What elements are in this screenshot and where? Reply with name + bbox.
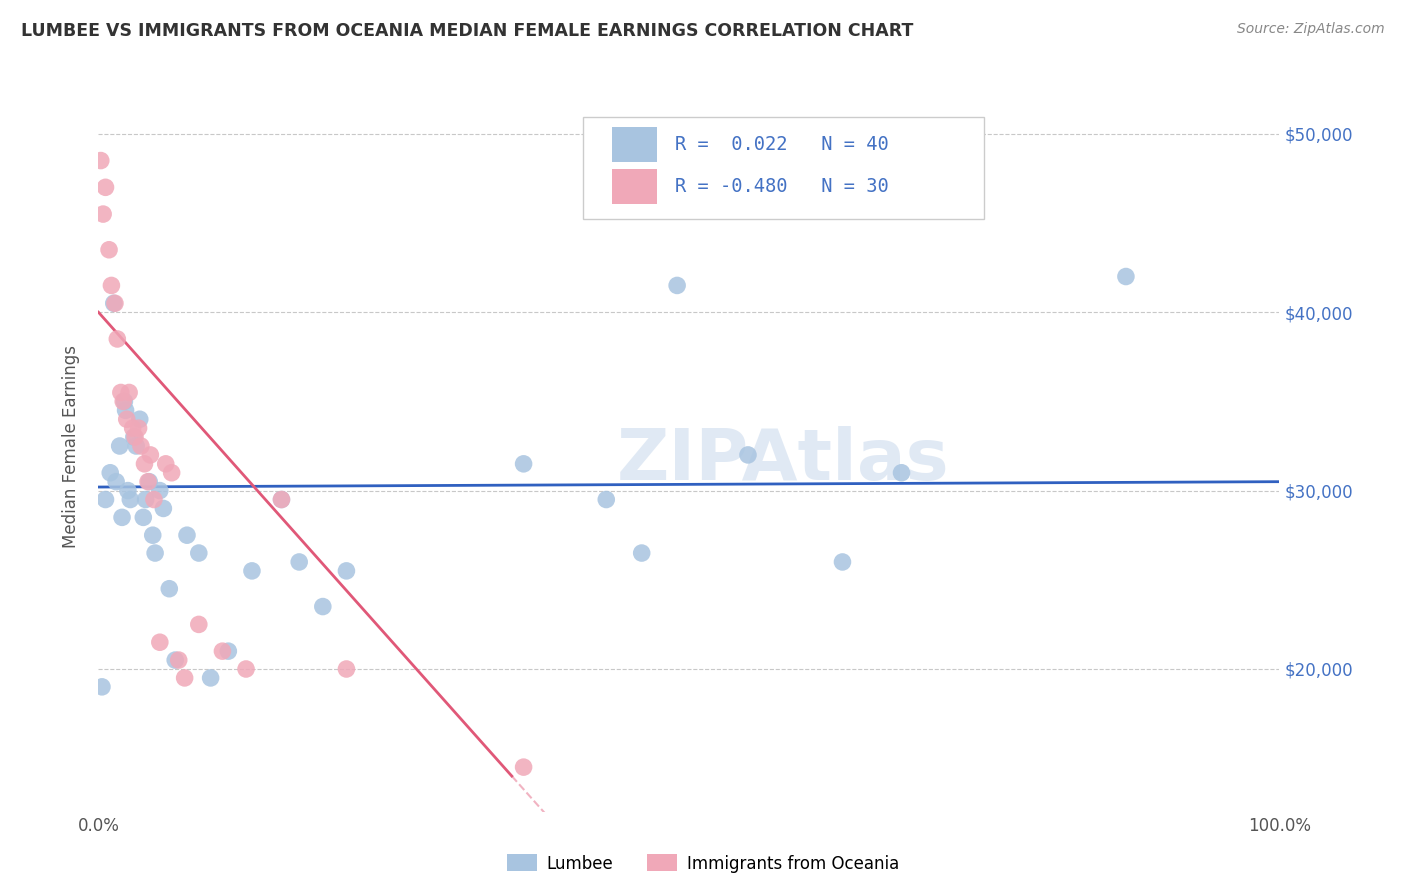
Point (120, 492, 142, 507)
Point (831, 555, 853, 569)
Point (129, 439, 152, 453)
FancyBboxPatch shape (612, 127, 657, 162)
Point (165, 653, 187, 667)
Point (312, 599, 335, 614)
Text: R = -0.480   N = 30: R = -0.480 N = 30 (675, 177, 889, 196)
Point (136, 475, 159, 489)
Point (155, 457, 177, 471)
Point (270, 492, 292, 507)
Point (105, 475, 128, 489)
FancyBboxPatch shape (582, 117, 984, 219)
Legend: Lumbee, Immigrants from Oceania: Lumbee, Immigrants from Oceania (501, 847, 905, 880)
Text: R =  0.022   N = 40: R = 0.022 N = 40 (675, 136, 889, 154)
Point (94, 180, 117, 194)
Text: LUMBEE VS IMMIGRANTS FROM OCEANIA MEDIAN FEMALE EARNINGS CORRELATION CHART: LUMBEE VS IMMIGRANTS FROM OCEANIA MEDIAN… (21, 22, 914, 40)
Point (335, 662, 357, 676)
Point (187, 546, 209, 560)
FancyBboxPatch shape (612, 169, 657, 204)
Point (118, 385, 141, 400)
Point (149, 483, 172, 498)
Point (114, 403, 136, 417)
Point (134, 457, 156, 471)
Point (112, 394, 135, 409)
Point (149, 635, 172, 649)
Point (152, 501, 174, 516)
Point (187, 617, 209, 632)
Point (217, 644, 239, 658)
Point (112, 394, 135, 409)
Point (128, 412, 150, 426)
Text: Source: ZipAtlas.com: Source: ZipAtlas.com (1237, 22, 1385, 37)
Point (121, 421, 143, 435)
Point (235, 662, 257, 676)
Point (173, 671, 195, 685)
Point (117, 483, 139, 498)
Point (132, 510, 155, 524)
Text: ZIPAtlas: ZIPAtlas (617, 426, 949, 495)
Point (110, 385, 132, 400)
Point (737, 448, 759, 462)
Point (211, 644, 233, 658)
Point (666, 278, 689, 293)
Point (111, 510, 134, 524)
Point (512, 760, 534, 774)
Point (135, 492, 157, 507)
Point (104, 296, 127, 310)
Point (1115, 269, 1137, 284)
Point (157, 582, 180, 596)
Point (91, 207, 114, 221)
Point (100, 278, 122, 293)
Point (512, 457, 534, 471)
Point (167, 653, 190, 667)
Point (160, 466, 183, 480)
Point (90, 153, 112, 168)
Point (335, 564, 357, 578)
Point (105, 332, 128, 346)
Point (124, 430, 146, 444)
Point (890, 466, 912, 480)
Point (200, 671, 222, 685)
Point (108, 439, 131, 453)
Point (103, 296, 125, 310)
Point (270, 492, 292, 507)
Point (115, 412, 138, 426)
Point (91, 680, 114, 694)
Point (176, 528, 198, 542)
Point (98, 243, 121, 257)
Point (142, 492, 165, 507)
Point (142, 528, 165, 542)
Point (138, 475, 160, 489)
Point (139, 448, 162, 462)
Y-axis label: Median Female Earnings: Median Female Earnings (62, 344, 80, 548)
Point (240, 564, 263, 578)
Point (94, 492, 117, 507)
Point (143, 546, 166, 560)
Point (98, 466, 121, 480)
Point (125, 439, 148, 453)
Point (128, 421, 150, 435)
Point (595, 492, 617, 507)
Point (630, 546, 652, 560)
Point (122, 430, 145, 444)
Point (288, 555, 311, 569)
